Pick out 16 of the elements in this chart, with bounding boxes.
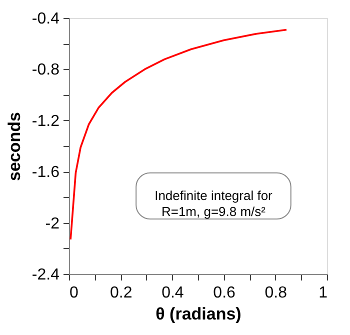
x-tick-label: 0.6 <box>213 284 236 302</box>
y-tick-label: -2.4 <box>32 266 60 284</box>
y-tick-label: -1.6 <box>32 164 60 182</box>
x-axis-title: θ (radians) <box>156 304 242 324</box>
y-tick-label: -1.2 <box>32 112 60 130</box>
y-axis-title: seconds <box>4 112 24 181</box>
x-tick-label: 1 <box>318 284 328 302</box>
y-tick-label: -2 <box>45 215 60 232</box>
x-tick-label: 0 <box>70 284 78 302</box>
x-tick-label: 0.2 <box>110 284 132 302</box>
x-tick-label: 0.4 <box>162 284 184 302</box>
annotation: Indefinite integral for R=1m, g=9.8 m/s² <box>154 188 274 219</box>
line-series <box>70 28 288 240</box>
y-tick-label: -0.4 <box>32 10 60 28</box>
y-tick-label: -0.8 <box>32 62 60 79</box>
x-tick-label: 0.8 <box>264 284 288 302</box>
